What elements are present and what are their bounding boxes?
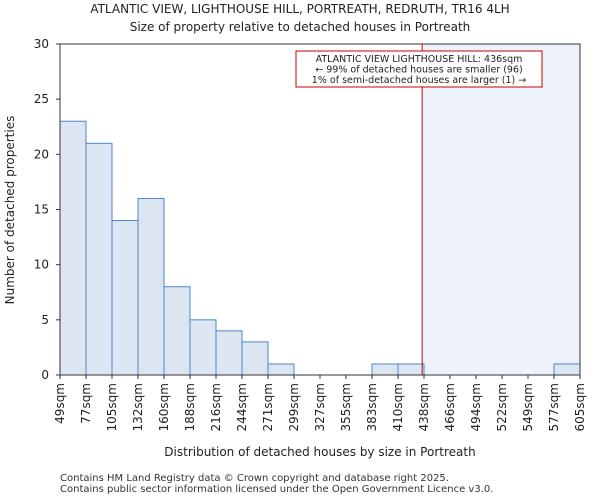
annotation-line-1: ATLANTIC VIEW LIGHTHOUSE HILL: 436sqm bbox=[316, 54, 523, 65]
annotation-box: ATLANTIC VIEW LIGHTHOUSE HILL: 436sqm ← … bbox=[295, 50, 543, 88]
x-axis-ticks: 49sqm 77sqm 105sqm 132sqm 160sqm 188sqm 216sqm… bbox=[53, 375, 587, 431]
x-tick-label: 244sqm bbox=[235, 383, 249, 431]
x-tick-label: 605sqm bbox=[573, 383, 587, 431]
x-tick-label: 77sqm bbox=[79, 383, 93, 424]
bars-group bbox=[59, 120, 581, 376]
y-tick-label: 25 bbox=[34, 92, 49, 106]
bar-577sqm bbox=[553, 363, 581, 376]
y-tick-label: 5 bbox=[41, 313, 49, 327]
x-tick-label: 577sqm bbox=[547, 383, 561, 431]
x-tick-label: 105sqm bbox=[105, 383, 119, 431]
x-tick-label: 327sqm bbox=[313, 383, 327, 431]
x-tick-label: 299sqm bbox=[287, 383, 301, 431]
larger-properties-shade bbox=[422, 44, 580, 375]
x-tick-label: 49sqm bbox=[53, 383, 67, 424]
footer-line-2: Contains public sector information licen… bbox=[60, 484, 494, 495]
y-tick-label: 30 bbox=[34, 37, 49, 51]
x-tick-label: 355sqm bbox=[339, 383, 353, 431]
x-tick-label: 383sqm bbox=[365, 383, 379, 431]
bar-77sqm bbox=[85, 142, 113, 376]
annotation-line-3: 1% of semi-detached houses are larger (1… bbox=[312, 75, 526, 86]
bar-244sqm bbox=[241, 341, 269, 376]
y-tick-label: 20 bbox=[34, 147, 49, 161]
x-tick-label: 188sqm bbox=[183, 383, 197, 431]
footer-line-1: Contains HM Land Registry data © Crown c… bbox=[60, 473, 449, 484]
x-tick-label: 438sqm bbox=[417, 383, 431, 431]
chart-title: ATLANTIC VIEW, LIGHTHOUSE HILL, PORTREAT… bbox=[90, 2, 509, 16]
bar-49sqm bbox=[59, 120, 87, 376]
x-tick-label: 410sqm bbox=[391, 383, 405, 431]
bar-132sqm bbox=[137, 197, 165, 376]
bar-160sqm bbox=[163, 286, 191, 376]
x-tick-label: 160sqm bbox=[157, 383, 171, 431]
x-tick-label: 522sqm bbox=[495, 383, 509, 431]
plot-frame bbox=[59, 43, 581, 376]
bar-188sqm bbox=[189, 319, 217, 376]
x-tick-label: 132sqm bbox=[131, 383, 145, 431]
y-tick-label: 15 bbox=[34, 203, 49, 217]
x-tick-label: 466sqm bbox=[443, 383, 457, 431]
x-tick-label: 271sqm bbox=[261, 383, 275, 431]
y-tick-label: 10 bbox=[34, 258, 49, 272]
bar-410sqm bbox=[397, 363, 425, 376]
bar-383sqm bbox=[371, 363, 399, 376]
x-axis-label: Distribution of detached houses by size … bbox=[164, 445, 475, 459]
x-tick-label: 494sqm bbox=[469, 383, 483, 431]
y-tick-label: 0 bbox=[41, 368, 49, 382]
x-tick-label: 216sqm bbox=[209, 383, 223, 431]
y-axis-ticks: 0 5 10 15 20 25 30 bbox=[34, 37, 60, 382]
bar-105sqm bbox=[111, 220, 139, 376]
y-axis-label: Number of detached properties bbox=[3, 116, 17, 305]
bar-271sqm bbox=[267, 363, 295, 376]
x-tick-label: 549sqm bbox=[521, 383, 535, 431]
bar-216sqm bbox=[215, 330, 243, 376]
chart-subtitle: Size of property relative to detached ho… bbox=[130, 20, 471, 34]
annotation-line-2: ← 99% of detached houses are smaller (96… bbox=[315, 65, 522, 76]
